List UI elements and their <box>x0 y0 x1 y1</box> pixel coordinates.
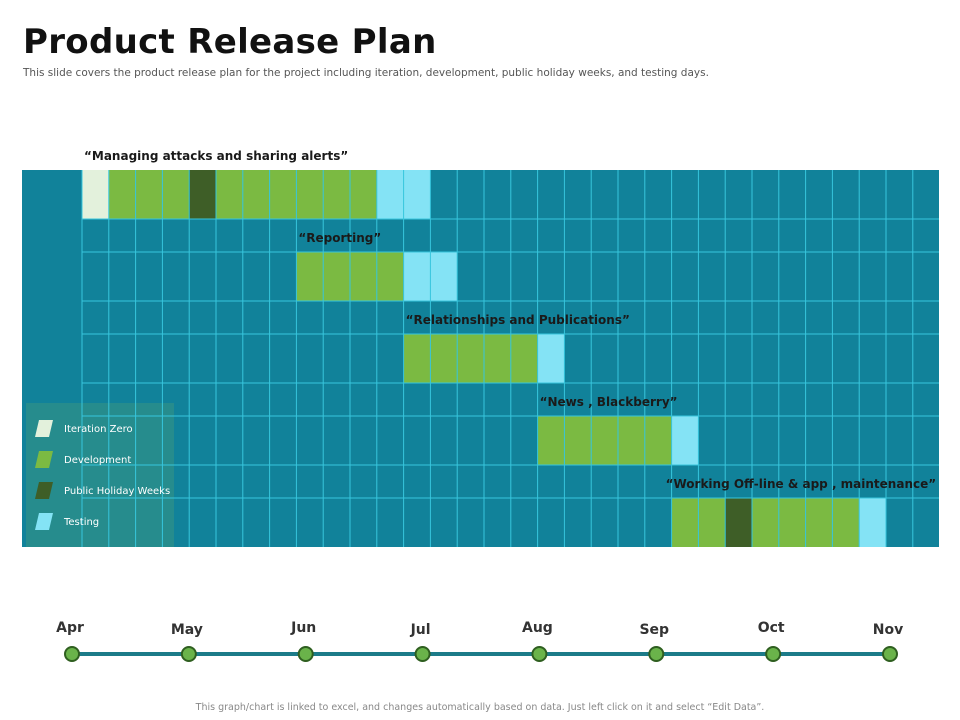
timeline-month-label: Nov <box>873 622 903 638</box>
gantt-bar-1-3 <box>189 170 216 219</box>
legend-label: Development <box>64 455 131 466</box>
timeline-month-label: Apr <box>56 620 84 636</box>
legend-swatch <box>35 513 53 530</box>
legend-swatch <box>35 420 53 437</box>
timeline-dot <box>531 646 548 662</box>
timeline-dot <box>297 646 314 662</box>
gantt-bar-4-1 <box>537 416 672 465</box>
gantt-bar-5-2 <box>725 498 752 547</box>
timeline-month-label: Aug <box>522 620 553 636</box>
legend-swatch <box>35 482 53 499</box>
timeline-dot <box>648 646 665 662</box>
timeline-dot <box>765 646 782 662</box>
timeline-dot <box>180 646 197 662</box>
legend-label: Iteration Zero <box>64 424 133 435</box>
release-plan-chart: “Managing attacks and sharing alerts” “Re… <box>22 149 939 662</box>
task-label: “Reporting” <box>298 231 381 245</box>
timeline-month-label: Oct <box>758 620 785 636</box>
legend-label: Public Holiday Weeks <box>64 486 170 497</box>
task-label: “Working Off-line & app , maintenance” <box>666 477 937 491</box>
gantt-bar-5-4 <box>859 498 886 547</box>
page-subtitle: This slide covers the product release pl… <box>23 67 709 79</box>
timeline-dot <box>414 646 431 662</box>
timeline-month-label: Jun <box>290 620 316 636</box>
timeline-dot <box>64 646 80 662</box>
gantt-bar-1-1 <box>82 170 109 219</box>
footer-note: This graph/chart is linked to excel, and… <box>195 702 765 713</box>
legend-swatch <box>35 451 53 468</box>
gantt-bar-3-2 <box>537 334 565 383</box>
timeline-month-label: May <box>171 622 203 638</box>
task-label: “Managing attacks and sharing alerts” <box>84 149 348 163</box>
page-title: Product Release Plan <box>23 22 437 62</box>
gantt-bar-4-2 <box>671 416 699 465</box>
timeline-dot <box>882 646 898 662</box>
task-label: “News , Blackberry” <box>540 395 678 409</box>
gantt-bar-3-1 <box>403 334 538 383</box>
legend-label: Testing <box>63 517 99 528</box>
gantt-bar-1-2 <box>108 170 190 219</box>
timeline-month-label: Jul <box>410 622 431 638</box>
grid-lines <box>81 170 939 547</box>
timeline-month-label: Sep <box>639 622 669 638</box>
task-label: “Relationships and Publications” <box>406 313 630 327</box>
